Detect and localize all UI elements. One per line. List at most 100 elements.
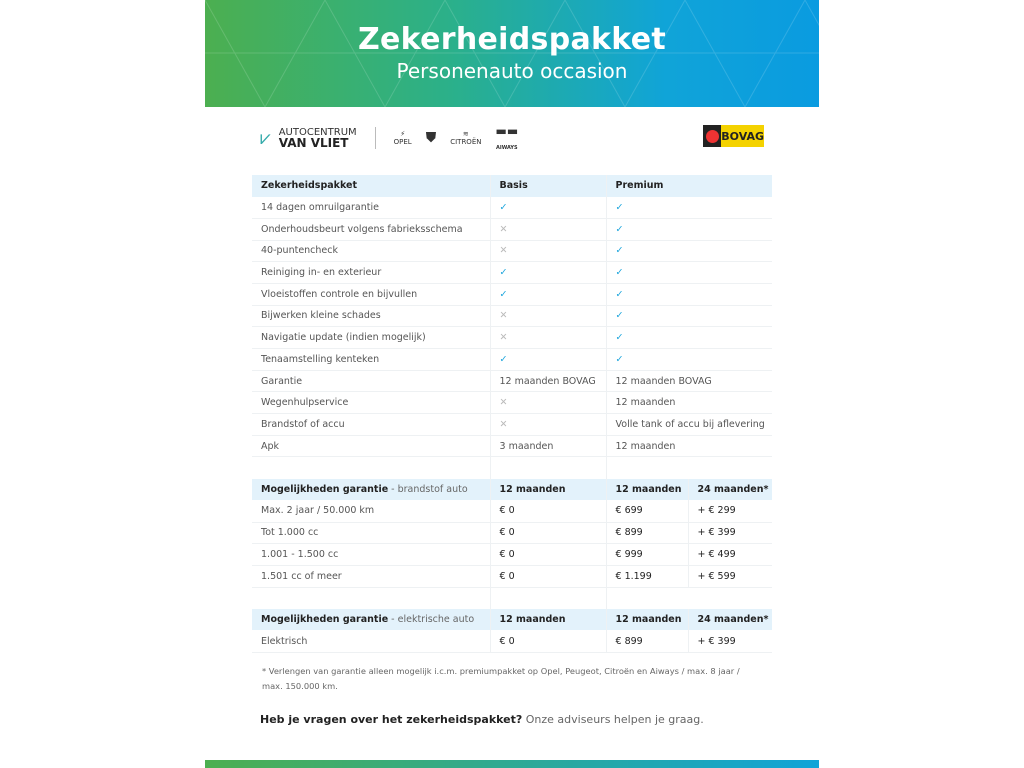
brand-logos: ⩗ AUTOCENTRUM VAN VLIET ⚡ OPEL ⛊ ≋ CITROËN… xyxy=(260,123,532,153)
table-cell: Navigatie update (indien mogelijk) xyxy=(252,326,490,349)
table-row: 1.001 - 1.500 cc € 0 € 999 + € 499 xyxy=(252,543,772,566)
table-cell: ✓ xyxy=(605,261,772,284)
header-banner: Zekerheidspakket Personenauto occasion xyxy=(205,0,819,107)
table-cell: Garantie xyxy=(252,370,490,393)
opel-logo: ⚡ OPEL xyxy=(393,130,412,146)
table-cell: 40-puntencheck xyxy=(252,240,490,263)
table-cell: Apk xyxy=(252,435,490,458)
table-cell: + € 599 xyxy=(687,565,772,588)
table-row: Garantie 12 maanden BOVAG 12 maanden BOVAG xyxy=(252,370,772,393)
table-cell: 12 maanden xyxy=(605,435,772,458)
table-cell: € 0 xyxy=(489,522,606,545)
table-row: 40-puntencheck ✕ ✓ xyxy=(252,240,772,263)
table-cell xyxy=(605,587,772,609)
table-row: Reiniging in- en exterieur ✓ ✓ xyxy=(252,261,772,284)
table-cell: 14 dagen omruilgarantie xyxy=(252,196,490,219)
header-cell: 24 maanden* xyxy=(687,608,772,631)
check-icon: ✓ xyxy=(499,353,508,365)
table-cell: Tot 1.000 cc xyxy=(252,522,490,545)
table-cell: 12 maanden BOVAG xyxy=(605,370,772,393)
table-cell: Max. 2 jaar / 50.000 km xyxy=(252,500,490,523)
table-row: Vloeistoffen controle en bijvullen ✓ ✓ xyxy=(252,283,772,306)
table-cell: Volle tank of accu bij aflevering xyxy=(605,413,772,436)
table-cell: + € 299 xyxy=(687,500,772,523)
header-cell: 12 maanden xyxy=(605,478,688,501)
table-cell: ✕ xyxy=(489,305,606,328)
table-cell: Bijwerken kleine schades xyxy=(252,305,490,328)
table-cell: ✕ xyxy=(489,413,606,436)
table-cell: € 1.199 xyxy=(605,565,688,588)
table-cell: + € 499 xyxy=(687,543,772,566)
table-cell: ✓ xyxy=(605,326,772,349)
divider xyxy=(374,127,376,149)
table-cell: 12 maanden xyxy=(605,391,772,415)
table-cell: ✓ xyxy=(489,261,606,284)
table-row: Apk 3 maanden 12 maanden xyxy=(252,435,772,458)
cross-icon: ✕ xyxy=(499,310,508,322)
check-icon: ✓ xyxy=(499,201,508,213)
dealer-name: AUTOCENTRUM VAN VLIET xyxy=(279,127,357,149)
table-cell: ✕ xyxy=(489,218,606,241)
check-icon: ✓ xyxy=(615,353,624,365)
spacer-row xyxy=(252,587,772,609)
table-row: Tot 1.000 cc € 0 € 899 + € 399 xyxy=(252,522,772,545)
table-row: 14 dagen omruilgarantie ✓ ✓ xyxy=(252,196,772,219)
table-cell: ✓ xyxy=(605,240,772,263)
triangle-pattern xyxy=(205,0,819,107)
table-row: Bijwerken kleine schades ✕ ✓ xyxy=(252,305,772,328)
header-cell: 12 maanden xyxy=(489,478,606,501)
table-cell: Elektrisch xyxy=(252,630,490,653)
table-cell: ✓ xyxy=(489,348,606,371)
table-cell: € 0 xyxy=(489,565,606,588)
table-cell: Onderhoudsbeurt volgens fabrieksschema xyxy=(252,218,490,241)
table-header: Mogelijkheden garantie - elektrische aut… xyxy=(252,608,772,631)
footnote: * Verlengen van garantie alleen mogelijk… xyxy=(262,666,740,691)
header-cell: Zekerheidspakket xyxy=(252,175,490,197)
table-cell: ✓ xyxy=(489,283,606,306)
table-row: 1.501 cc of meer € 0 € 1.199 + € 599 xyxy=(252,565,772,588)
table-cell: ✕ xyxy=(489,391,606,415)
header-cell: 24 maanden* xyxy=(687,478,772,501)
spacer-row xyxy=(252,456,772,479)
check-icon: ✓ xyxy=(615,201,624,213)
bovag-logo: BOVAG xyxy=(703,125,764,147)
check-icon: ✓ xyxy=(615,223,624,235)
table-row: Navigatie update (indien mogelijk) ✕ ✓ xyxy=(252,326,772,349)
table-cell: ✕ xyxy=(489,240,606,263)
table-cell: Wegenhulpservice xyxy=(252,391,490,415)
table-cell: Tenaamstelling kenteken xyxy=(252,348,490,371)
header-cell: Mogelijkheden garantie - elektrische aut… xyxy=(252,608,490,631)
check-icon: ✓ xyxy=(615,310,624,322)
cross-icon: ✕ xyxy=(499,397,508,409)
table-cell xyxy=(489,456,606,479)
table-cell xyxy=(489,587,606,609)
header-cell: Premium xyxy=(605,175,772,197)
check-icon: ✓ xyxy=(615,288,624,300)
table-row: Brandstof of accu ✕ Volle tank of accu bij… xyxy=(252,413,772,436)
table-cell: ✓ xyxy=(605,348,772,371)
table-cell: € 899 xyxy=(605,630,688,653)
citroen-logo: ≋ CITROËN xyxy=(450,130,482,146)
table-row: Wegenhulpservice ✕ 12 maanden xyxy=(252,391,772,415)
aiways-logo: ▬▬ AIWAYS xyxy=(495,124,519,151)
table-cell: ✓ xyxy=(605,283,772,306)
cross-icon: ✕ xyxy=(499,418,508,430)
table-cell xyxy=(252,587,490,609)
table-cell: ✓ xyxy=(605,218,772,241)
header-cell: Basis xyxy=(489,175,606,197)
cross-icon: ✕ xyxy=(499,332,508,344)
comparison-table: Zekerheidspakket Basis Premium 14 dagen omr… xyxy=(252,175,772,653)
table-header: Mogelijkheden garantie - brandstof auto 1… xyxy=(252,478,772,501)
table-cell: ✓ xyxy=(605,305,772,328)
table-row: Max. 2 jaar / 50.000 km € 0 € 699 + € 299 xyxy=(252,500,772,523)
table-header: Zekerheidspakket Basis Premium xyxy=(252,175,772,197)
brochure-page: Zekerheidspakket Personenauto occasion ⩗… xyxy=(205,0,819,768)
cross-icon: ✕ xyxy=(499,245,508,257)
table-row: Elektrisch € 0 € 899 + € 399 xyxy=(252,630,772,653)
table-cell: 12 maanden BOVAG xyxy=(489,370,606,393)
header-cell: Mogelijkheden garantie - brandstof auto xyxy=(252,478,490,501)
table-cell: Vloeistoffen controle en bijvullen xyxy=(252,283,490,306)
table-cell: € 0 xyxy=(489,543,606,566)
table-row: Tenaamstelling kenteken ✓ ✓ xyxy=(252,348,772,371)
table-cell: Brandstof of accu xyxy=(252,413,490,436)
